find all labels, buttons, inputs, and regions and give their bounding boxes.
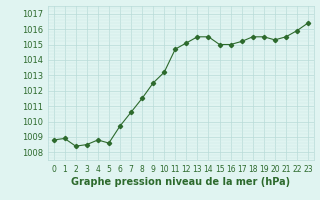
- X-axis label: Graphe pression niveau de la mer (hPa): Graphe pression niveau de la mer (hPa): [71, 177, 290, 187]
